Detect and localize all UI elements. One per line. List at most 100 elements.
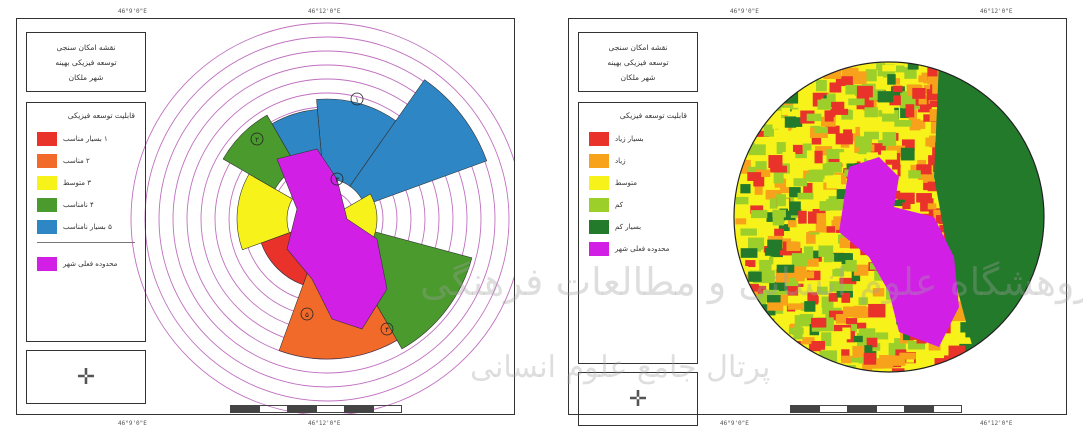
right-legend-heading: قابلیت توسعه فیزیکی [619, 111, 687, 120]
left-legend-heading: قابلیت توسعه فیزیکی [67, 111, 135, 120]
right-title-box: نقشه امکان سنجی توسعه فیزیکی بهینه شهر م… [578, 32, 698, 92]
raster-cell [820, 116, 836, 127]
raster-cell [734, 66, 748, 74]
raster-cell [869, 143, 886, 155]
raster-cell [753, 175, 765, 187]
raster-cell [868, 303, 886, 318]
raster-cell [787, 283, 804, 296]
raster-cell [750, 324, 768, 333]
raster-cell [1032, 139, 1044, 154]
right-legend-items: بسیار زیاد زیاد متوسط کم بسیار کم محدوده فعلی… [589, 128, 687, 260]
raster-cell [831, 220, 844, 230]
zone-number: ۱ [355, 96, 359, 104]
legend-swatch [589, 242, 609, 256]
raster-cell [911, 120, 926, 129]
raster-cell [1043, 123, 1044, 133]
raster-cell [1026, 134, 1043, 142]
raster-cell [757, 293, 774, 303]
raster-cell [808, 211, 818, 225]
raster-cell [739, 118, 758, 125]
zone-marker [350, 92, 364, 106]
north-arrow-box: ✛ [578, 372, 698, 426]
raster-cell [777, 343, 787, 354]
raster-cell [769, 282, 786, 292]
raster-cell [953, 301, 969, 309]
zone-marker [300, 307, 314, 321]
raster-cell [818, 245, 834, 257]
raster-cell [793, 178, 808, 187]
raster-cell [881, 150, 897, 160]
raster-cell [1015, 317, 1028, 330]
raster-cell [1028, 135, 1043, 146]
raster-cell [778, 68, 787, 80]
raster-cell [982, 371, 998, 372]
raster-cell [740, 248, 758, 258]
raster-cell [826, 93, 836, 102]
zone-number: ۳ [335, 176, 339, 184]
raster-cell [814, 127, 828, 134]
raster-cell [784, 340, 797, 348]
raster-cell [928, 155, 941, 166]
raster-cell [1031, 315, 1042, 323]
left-legend-item: ۱ بسیار مناسب [37, 128, 135, 150]
left-map-frame: ۱ ۲ ۳ ۴ ۵ [16, 18, 515, 415]
raster-cell [992, 364, 1003, 372]
raster-cell [792, 144, 803, 154]
range-ring [130, 22, 514, 414]
raster-cell [810, 223, 824, 231]
raster-cell [927, 181, 944, 192]
raster-cell [751, 337, 761, 350]
scale-bar [790, 405, 962, 413]
range-ring [172, 64, 482, 374]
zone-number: ۴ [385, 326, 389, 334]
raster-cell [826, 174, 842, 189]
raster-cell [1036, 329, 1044, 342]
raster-cell [908, 170, 921, 179]
raster-cell [1041, 149, 1044, 164]
scale-bar [230, 405, 402, 413]
raster-cell [1017, 324, 1028, 335]
raster-cell [977, 76, 991, 90]
legend-label: کم [615, 201, 623, 209]
raster-cell [785, 62, 804, 76]
raster-cell [823, 254, 837, 263]
raster-cell [765, 189, 782, 200]
raster-cell [900, 147, 915, 161]
raster-cell [905, 104, 915, 118]
raster-cell [853, 335, 863, 343]
suitability-raster [734, 62, 1044, 372]
right-legend-item: کم [589, 194, 687, 216]
raster-cell [852, 345, 870, 358]
raster-cell [772, 118, 785, 129]
raster-cell [738, 303, 748, 316]
raster-cell [806, 231, 816, 244]
raster-cell [900, 167, 911, 177]
raster-cell [894, 338, 906, 351]
raster-cell [756, 130, 770, 137]
raster-cell [918, 95, 927, 105]
raster-cell [846, 355, 861, 363]
raster-cell [855, 136, 873, 148]
legend-label: ۳ متوسط [63, 179, 91, 187]
raster-cell [735, 196, 749, 205]
raster-cell [824, 113, 834, 122]
raster-cell [970, 73, 981, 84]
left-legend-item: ۳ متوسط [37, 172, 135, 194]
raster-cell [998, 62, 1016, 71]
left-legend-item: ۲ مناسب [37, 150, 135, 172]
raster-cell [917, 103, 932, 113]
raster-cell [785, 62, 794, 72]
raster-cell [902, 202, 911, 210]
raster-cell [801, 258, 819, 267]
coord-label: 46°12'0"E [308, 8, 341, 15]
raster-cell [882, 64, 897, 72]
right-legend-item: زیاد [589, 150, 687, 172]
legend-swatch [589, 198, 609, 212]
left-legend: قابلیت توسعه فیزیکی ۱ بسیار مناسب ۲ مناسب… [26, 102, 146, 342]
raster-cell [916, 193, 932, 203]
raster-cell [746, 100, 762, 109]
raster-cell [930, 120, 942, 134]
raster-cell [912, 87, 926, 99]
raster-cell [839, 277, 857, 285]
raster-cell [781, 107, 791, 115]
